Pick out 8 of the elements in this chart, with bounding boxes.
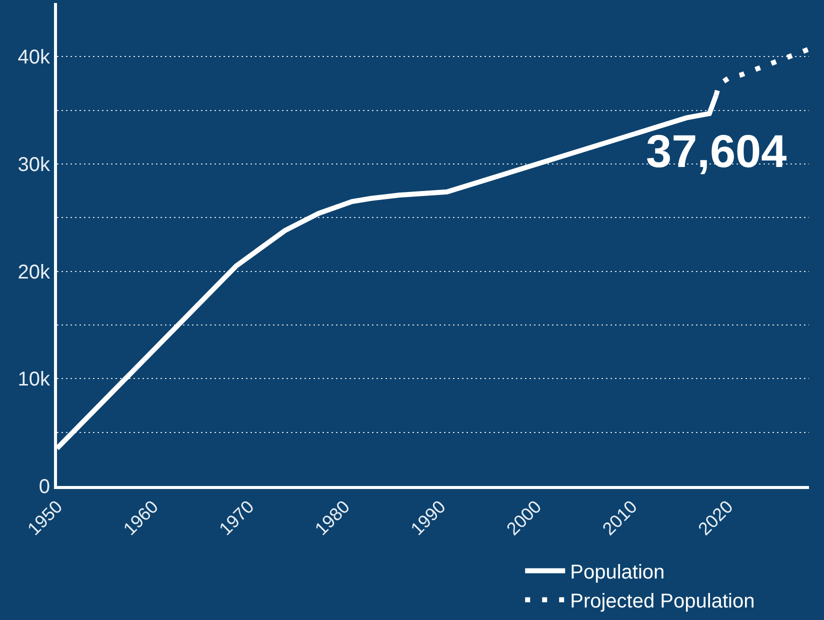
y-tick-label: 30k — [18, 154, 51, 176]
legend-label: Projected Population — [570, 590, 755, 613]
y-tick-label: 40k — [18, 46, 51, 69]
annotation: 37,604 — [646, 125, 788, 177]
y-tick-label: 0 — [38, 476, 50, 498]
legend-label: Population — [570, 562, 665, 584]
y-tick-label: 10k — [18, 368, 51, 391]
y-tick-label: 20k — [18, 261, 51, 284]
